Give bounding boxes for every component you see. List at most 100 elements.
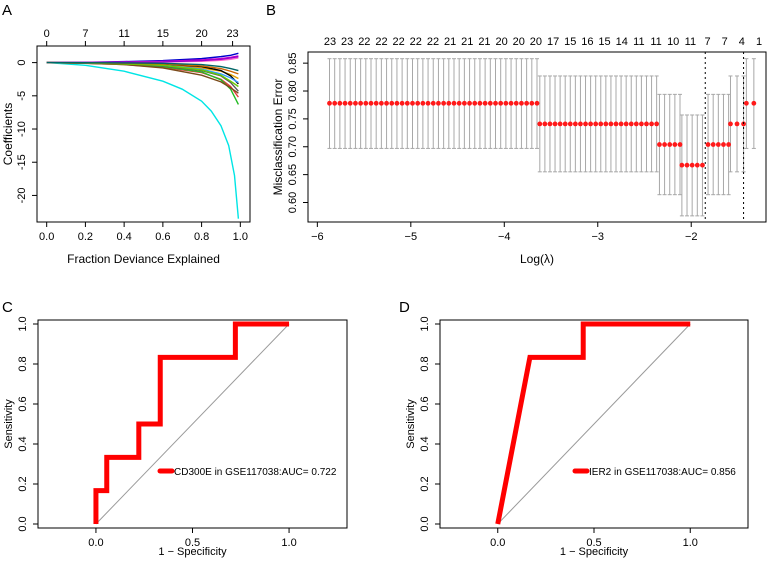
y-tick-label: 0.0 <box>17 516 29 531</box>
mean-point <box>743 100 749 106</box>
y-tick-label: 0.8 <box>17 356 29 371</box>
y-tick-label: 0.75 <box>287 108 299 129</box>
mean-point <box>542 121 548 127</box>
mean-point <box>404 100 410 106</box>
mean-point <box>477 100 483 106</box>
mean-point <box>721 142 726 147</box>
mean-point <box>456 100 462 106</box>
mean-point <box>482 100 488 106</box>
mean-point <box>588 121 594 127</box>
mean-point <box>368 100 374 106</box>
mean-point <box>715 142 721 147</box>
panel-c-roc-cd300e: 0.0 0.5 1.0 0.0 0.2 0.4 0.6 0.8 1.0 CD300E in GSE… <box>3 316 348 558</box>
top-tick-label: 15 <box>598 36 610 48</box>
mean-point <box>633 121 639 127</box>
mean-point <box>689 162 695 168</box>
y-tick-label: 0.2 <box>419 476 431 491</box>
mean-point <box>694 162 700 168</box>
mean-point <box>347 100 353 106</box>
mean-point <box>524 100 530 106</box>
mean-point <box>394 100 400 106</box>
top-tick-label: 20 <box>195 28 207 40</box>
roc-curve <box>93 321 290 524</box>
y-tick-label: -20 <box>16 187 28 203</box>
mean-point <box>493 100 498 106</box>
x-tick-label: 0.8 <box>194 231 209 243</box>
x-tick-label: −3 <box>591 231 604 243</box>
mean-point <box>441 100 447 106</box>
panel-d-roc-ier2: 0.0 0.5 1.0 0.0 0.2 0.4 0.6 0.8 1.0 IER2 in GSE11… <box>405 316 749 558</box>
mean-point <box>534 100 540 106</box>
x-tick-label: 0.6 <box>155 231 170 243</box>
top-tick-label: 11 <box>685 36 696 48</box>
x-tick-label: 0.2 <box>78 231 93 243</box>
y-tick-label: -5 <box>16 91 28 101</box>
mean-point <box>472 100 478 106</box>
top-tick-label: 21 <box>444 36 456 48</box>
diagonal-reference-line <box>95 323 290 525</box>
x-axis-label: 1 − Specificity <box>560 546 629 558</box>
top-tick-label: 11 <box>633 36 644 48</box>
mean-point <box>378 100 384 106</box>
mean-point <box>446 100 452 106</box>
x-tick-label: −5 <box>405 231 418 243</box>
diagonal-reference-line <box>497 323 691 525</box>
mean-point <box>399 100 405 106</box>
mean-point <box>384 100 389 106</box>
mean-point <box>389 100 395 106</box>
top-tick-label: 22 <box>358 36 370 48</box>
top-tick-label: 0 <box>44 28 50 40</box>
y-tick-label: 1.0 <box>419 316 431 331</box>
top-tick-label: 20 <box>495 36 507 48</box>
mean-point <box>728 121 733 127</box>
top-tick-label: 22 <box>410 36 422 48</box>
x-tick-label: 1.0 <box>233 231 248 243</box>
y-tick-label: -15 <box>16 154 28 170</box>
top-tick-label: 22 <box>375 36 387 48</box>
mean-point <box>373 100 379 106</box>
legend-label: CD300E in GSE117038:AUC= 0.722 <box>174 467 337 478</box>
mean-point <box>410 100 415 106</box>
mean-point <box>567 121 573 127</box>
top-tick-label: 1 <box>756 36 762 48</box>
y-tick-label: 0.0 <box>419 516 431 531</box>
top-tick-label: 23 <box>341 36 353 48</box>
y-tick-label: 0.4 <box>17 436 29 451</box>
mean-point <box>672 142 678 147</box>
mean-point <box>705 142 711 147</box>
coefficient-path-line <box>46 61 240 219</box>
y-tick-label: 0.60 <box>287 192 299 213</box>
top-tick-label: 22 <box>393 36 405 48</box>
x-axis-label: 1 − Specificity <box>158 546 227 558</box>
top-tick-label: 7 <box>82 28 88 40</box>
y-tick-label: 0.6 <box>17 396 29 411</box>
mean-point <box>451 100 457 106</box>
x-tick-label: 0.0 <box>490 537 505 549</box>
top-tick-label: 11 <box>118 28 129 40</box>
mean-point <box>537 121 543 127</box>
mean-point <box>603 121 609 127</box>
mean-point <box>662 142 667 147</box>
x-tick-label: 1.0 <box>281 537 296 549</box>
mean-point <box>639 121 644 127</box>
x-tick-label: 1.0 <box>683 537 698 549</box>
y-tick-label: 0.2 <box>17 476 29 491</box>
panel-label-d: D <box>399 299 410 316</box>
top-tick-label: 22 <box>427 36 439 48</box>
y-tick-label: 0 <box>16 60 28 66</box>
mean-point <box>667 142 673 147</box>
y-tick-label: 1.0 <box>17 316 29 331</box>
roc-curve <box>495 321 691 525</box>
top-tick-label: 15 <box>157 28 169 40</box>
panel-label-a: A <box>2 2 12 19</box>
mean-point <box>342 100 348 106</box>
mean-point <box>657 142 662 147</box>
x-tick-label: −6 <box>311 231 324 243</box>
x-tick-label: 0.5 <box>185 537 200 549</box>
mean-point <box>436 100 441 106</box>
mean-point <box>654 121 660 127</box>
mean-point <box>628 121 634 127</box>
panel-b-cv-error: −6 −5 −4 −3 −2 0.60 0.65 0.70 0.75 0.80 0.85 23 23 22… <box>271 36 767 266</box>
panel-a-coefficient-path: 0.0 0.2 0.4 0.6 0.8 1.0 0 -5 -10 -15 -20 0 7 11 15 20 23… <box>1 28 251 266</box>
